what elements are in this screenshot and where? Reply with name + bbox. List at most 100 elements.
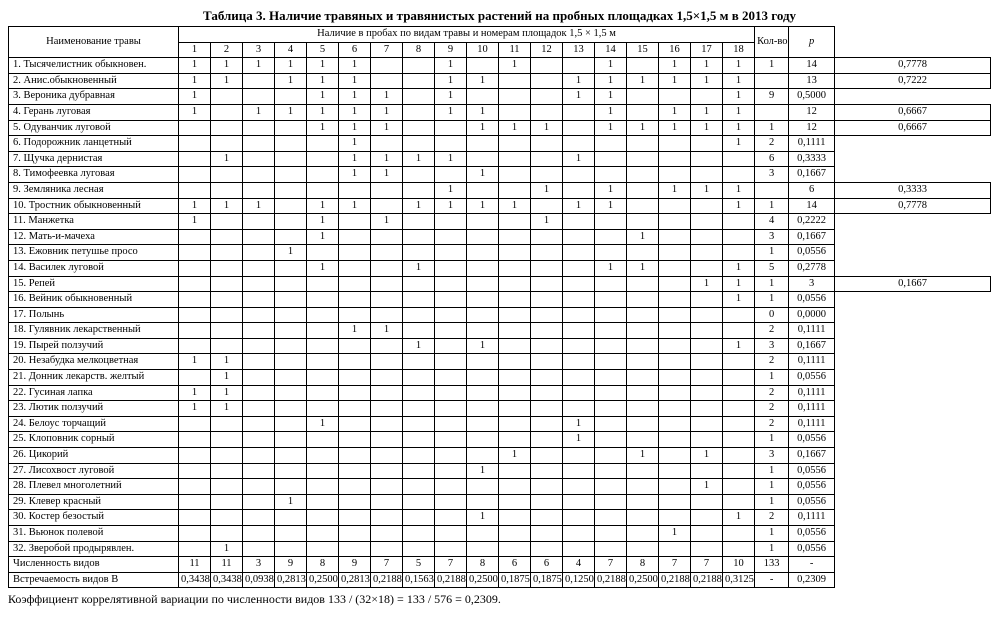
- cell: [627, 385, 659, 401]
- cell: [467, 370, 499, 386]
- cell: [275, 151, 307, 167]
- cell: [691, 526, 723, 542]
- row-name: 30. Костер безостый: [9, 510, 179, 526]
- cell: [371, 510, 403, 526]
- cell: 1: [723, 58, 755, 74]
- cell: [691, 307, 723, 323]
- row-name: 20. Незабудка мелкоцветная: [9, 354, 179, 370]
- cell: 0,2188: [595, 572, 627, 588]
- cell: [211, 463, 243, 479]
- cell: [499, 526, 531, 542]
- cell: [307, 510, 339, 526]
- cell: [211, 120, 243, 136]
- cell: [435, 229, 467, 245]
- cell-kol: 2: [755, 354, 789, 370]
- table-row: 1. Тысячелистник обыкновен.1111111111111…: [9, 58, 991, 74]
- cell-p: 0,1667: [789, 229, 835, 245]
- cell: 1: [499, 198, 531, 214]
- cell: [243, 416, 275, 432]
- cell: 1: [435, 198, 467, 214]
- row-name: 10. Тростник обыкновенный: [9, 198, 179, 214]
- cell: [403, 510, 435, 526]
- row-name: 12. Мать-и-мачеха: [9, 229, 179, 245]
- cell: 1: [595, 260, 627, 276]
- cell: 1: [595, 120, 627, 136]
- cell: [723, 323, 755, 339]
- cell: 0,2188: [371, 572, 403, 588]
- cell: 1: [755, 276, 789, 292]
- cell: [467, 526, 499, 542]
- cell: [691, 354, 723, 370]
- cell: [531, 151, 563, 167]
- cell: [595, 214, 627, 230]
- cell: [243, 432, 275, 448]
- cell-p: 0,2778: [789, 260, 835, 276]
- cell: [595, 307, 627, 323]
- cell: 0,2500: [467, 572, 499, 588]
- cell: 1: [179, 73, 211, 89]
- cell: [595, 463, 627, 479]
- cell: [371, 416, 403, 432]
- cell: [339, 541, 371, 557]
- cell: [595, 541, 627, 557]
- cell: 0,3125: [723, 572, 755, 588]
- cell: [755, 73, 789, 89]
- cell: [723, 307, 755, 323]
- cell: 1: [371, 120, 403, 136]
- cell: [179, 416, 211, 432]
- cell: [435, 432, 467, 448]
- cell: [499, 432, 531, 448]
- cell: [307, 136, 339, 152]
- cell-kol: 1: [755, 370, 789, 386]
- cell: [339, 260, 371, 276]
- cell: [723, 541, 755, 557]
- cell: [563, 370, 595, 386]
- cell: [595, 354, 627, 370]
- table-row: 5. Одуванчик луговой111111111111120,6667: [9, 120, 991, 136]
- cell: 1: [659, 104, 691, 120]
- cell: [627, 323, 659, 339]
- cell: [403, 448, 435, 464]
- cell: [371, 307, 403, 323]
- cell: [595, 401, 627, 417]
- col-num: 13: [563, 42, 595, 58]
- cell: [179, 276, 211, 292]
- cell: [467, 432, 499, 448]
- cell: 1: [499, 448, 531, 464]
- cell: [499, 292, 531, 308]
- cell: [403, 229, 435, 245]
- cell-p: 0,0000: [789, 307, 835, 323]
- cell: [403, 479, 435, 495]
- row-name: 16. Вейник обыкновенный: [9, 292, 179, 308]
- cell: [595, 292, 627, 308]
- cell: [723, 245, 755, 261]
- cell: [531, 479, 563, 495]
- cell: 1: [339, 73, 371, 89]
- cell: [435, 448, 467, 464]
- cell: [179, 292, 211, 308]
- cell: 0,1250: [563, 572, 595, 588]
- cell: [243, 229, 275, 245]
- cell: [403, 463, 435, 479]
- cell: [595, 151, 627, 167]
- cell: 1: [691, 479, 723, 495]
- cell: [403, 526, 435, 542]
- cell: 7: [595, 557, 627, 573]
- cell: 1: [595, 198, 627, 214]
- cell: [339, 276, 371, 292]
- cell: [659, 260, 691, 276]
- cell-kol: 2: [755, 401, 789, 417]
- cell: [563, 167, 595, 183]
- cell: [563, 510, 595, 526]
- cell: [211, 89, 243, 105]
- table-row: 4. Герань луговая111111111111120,6667: [9, 104, 991, 120]
- cell: [403, 354, 435, 370]
- cell-kol: 9: [755, 89, 789, 105]
- cell: [531, 58, 563, 74]
- cell: 1: [307, 416, 339, 432]
- cell: [563, 354, 595, 370]
- cell: [691, 323, 723, 339]
- cell: 1: [403, 260, 435, 276]
- cell: 1: [691, 276, 723, 292]
- cell: [659, 323, 691, 339]
